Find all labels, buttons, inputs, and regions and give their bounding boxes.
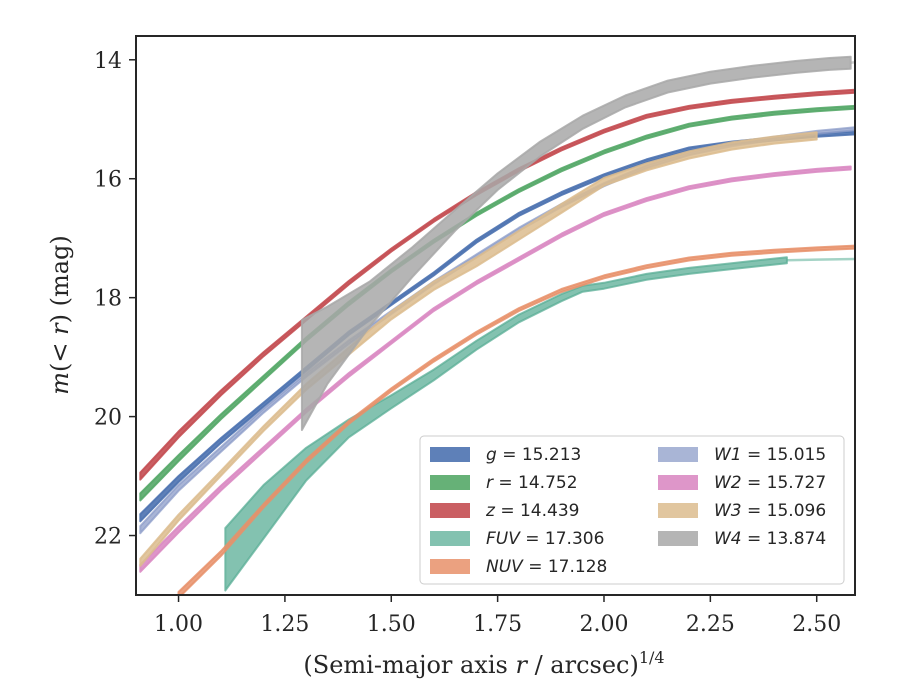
legend-label-r: r = 14.752: [486, 473, 578, 493]
y-tick-label: 14: [94, 49, 122, 74]
series-z-band: [139, 88, 855, 481]
series-w2-band: [139, 165, 852, 573]
series-fuv-extension: [786, 257, 855, 262]
x-tick-label: 1.75: [473, 612, 522, 637]
legend-label-fuv: FUV = 17.306: [486, 529, 604, 549]
legend-swatch-w3: [658, 503, 698, 518]
x-axis-label: (Semi-major axis r / arcsec)1/4: [303, 648, 664, 679]
y-tick-label: 18: [94, 287, 122, 312]
series-fuv-band: [224, 256, 788, 592]
series-w4-band: [300, 55, 852, 431]
series-nuv-band: [177, 244, 855, 595]
y-tick-label: 16: [94, 168, 122, 193]
legend-swatch-r: [430, 475, 470, 490]
legend-swatch-nuv: [430, 559, 470, 574]
x-tick-label: 1.25: [260, 612, 309, 637]
legend-label-nuv: NUV = 17.128: [486, 557, 607, 577]
legend-swatch-w1: [658, 447, 698, 462]
legend-swatch-fuv: [430, 531, 470, 546]
legend-label-w1: W1 = 15.015: [714, 445, 826, 465]
x-tick-label: 1.00: [154, 612, 203, 637]
y-axis-ticks: 14 16 18 20 22: [94, 49, 136, 550]
x-tick-label: 2.00: [579, 612, 628, 637]
legend-label-w4: W4 = 13.874: [714, 529, 826, 549]
legend-swatch-g: [430, 447, 470, 462]
legend-label-z: z = 14.439: [485, 501, 579, 521]
legend-swatch-z: [430, 503, 470, 518]
legend: g = 15.213 r = 14.752 z = 14.439 FUV = 17.3…: [419, 435, 845, 585]
legend-label-w2: W2 = 15.727: [714, 473, 826, 493]
x-tick-label: 2.50: [792, 612, 841, 637]
x-tick-label: 1.50: [367, 612, 416, 637]
y-tick-label: 22: [94, 525, 122, 550]
y-tick-label: 20: [94, 406, 122, 431]
y-axis-label: m(< r) (mag): [46, 235, 74, 395]
series-bands: [139, 55, 855, 595]
legend-box: [419, 435, 845, 585]
plot-frame: [135, 35, 856, 596]
legend-entries: g = 15.213 r = 14.752 z = 14.439 FUV = 17.3…: [430, 445, 826, 577]
x-axis-ticks: 1.00 1.25 1.50 1.75 2.00 2.25 2.50: [154, 595, 841, 637]
legend-label-w3: W3 = 15.096: [714, 501, 826, 521]
legend-label-g: g = 15.213: [486, 445, 581, 465]
legend-swatch-w2: [658, 475, 698, 490]
legend-swatch-w4: [658, 531, 698, 546]
x-tick-label: 2.25: [686, 612, 735, 637]
